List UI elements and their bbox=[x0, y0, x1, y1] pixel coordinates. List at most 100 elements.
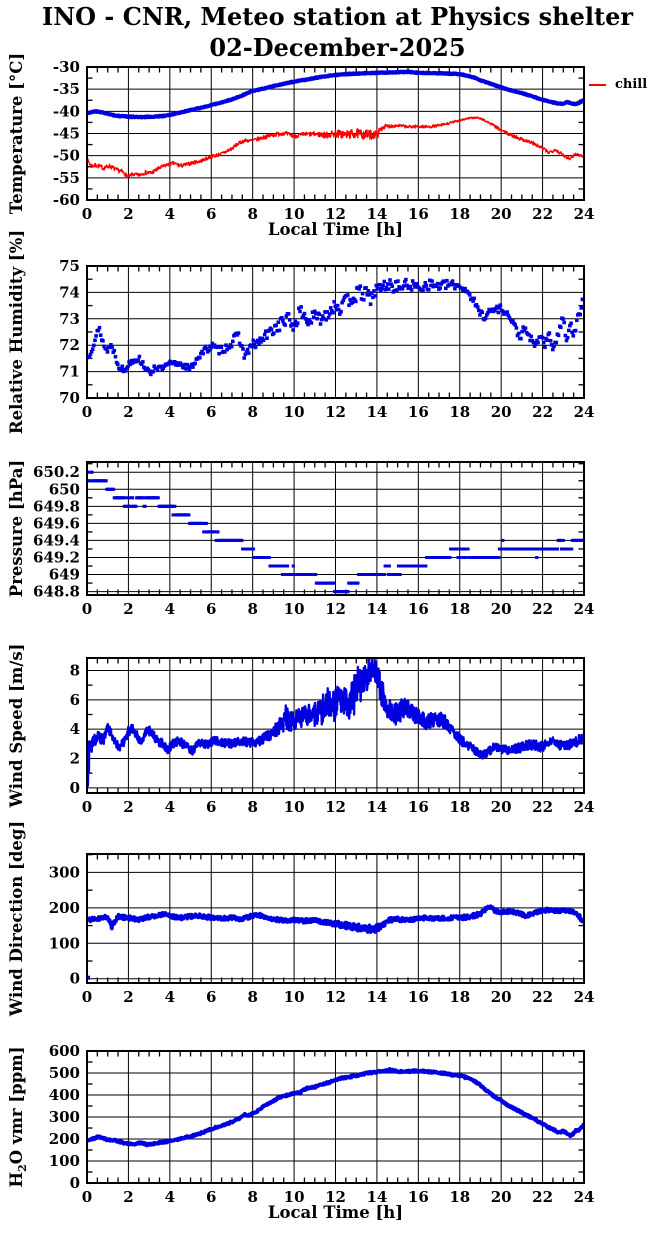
x-tick-label: 6 bbox=[206, 988, 216, 1006]
x-tick-label: 8 bbox=[247, 600, 257, 618]
y-tick-label: 500 bbox=[49, 1064, 80, 1082]
x-tick-label: 8 bbox=[247, 1188, 257, 1206]
x-tick-label: 2 bbox=[123, 798, 133, 816]
y-tick-label: 2 bbox=[70, 750, 80, 768]
y-axis-title: Temperature [°C] bbox=[7, 53, 26, 214]
chill-line-swatch bbox=[589, 83, 606, 86]
x-tick-label: 12 bbox=[325, 600, 346, 618]
y-tick-label: 8 bbox=[70, 661, 80, 679]
chart-temperature: -30-35-40-45-50-55-600 2 4 6 8 10 12 14 16 18 20 22… bbox=[7, 53, 594, 239]
series-wind-direction-zero-sample bbox=[87, 975, 90, 980]
x-tick-label: 24 bbox=[574, 600, 595, 618]
y-tick-label: 100 bbox=[49, 934, 80, 952]
x-tick-label: 4 bbox=[165, 988, 175, 1006]
y-tick-label: 650.2 bbox=[33, 463, 80, 481]
x-tick-label: 4 bbox=[165, 403, 175, 421]
legend-chill: chill bbox=[589, 77, 647, 92]
x-tick-label: 8 bbox=[247, 798, 257, 816]
x-tick-label: 12 bbox=[325, 1188, 346, 1206]
x-axis-title: Local Time [h] bbox=[268, 220, 403, 239]
y-tick-label: 200 bbox=[49, 1130, 80, 1148]
x-tick-label: 18 bbox=[449, 403, 470, 421]
x-tick-label: 6 bbox=[206, 403, 216, 421]
x-tick-label: 18 bbox=[449, 798, 470, 816]
y-tick-label: 70 bbox=[59, 389, 80, 407]
x-tick-label: 2 bbox=[123, 403, 133, 421]
x-tick-label: 16 bbox=[408, 798, 429, 816]
x-tick-label: 2 bbox=[123, 988, 133, 1006]
x-tick-label: 16 bbox=[408, 403, 429, 421]
x-tick-label: 0 bbox=[82, 403, 92, 421]
legend-label: chill bbox=[615, 77, 648, 92]
y-tick-label: 300 bbox=[49, 863, 80, 881]
plot-frame bbox=[86, 1050, 585, 1184]
x-tick-label: 14 bbox=[366, 988, 387, 1006]
x-axis-title: Local Time [h] bbox=[268, 1203, 403, 1222]
y-tick-label: 72 bbox=[59, 336, 80, 354]
y-axis-title: Wind Direction [deg] bbox=[7, 821, 26, 1017]
x-tick-label: 20 bbox=[491, 205, 512, 223]
x-tick-label: 8 bbox=[247, 403, 257, 421]
x-tick-label: 12 bbox=[325, 205, 346, 223]
x-tick-label: 10 bbox=[284, 205, 305, 223]
x-tick-label: 6 bbox=[206, 1188, 216, 1206]
plot-frame bbox=[86, 657, 585, 794]
y-tick-label: 0 bbox=[70, 970, 80, 988]
x-tick-label: 2 bbox=[123, 1188, 133, 1206]
x-tick-label: 4 bbox=[165, 205, 175, 223]
x-tick-label: 0 bbox=[82, 1188, 92, 1206]
x-tick-label: 22 bbox=[532, 205, 553, 223]
x-tick-label: 14 bbox=[366, 403, 387, 421]
x-tick-label: 4 bbox=[165, 1188, 175, 1206]
x-tick-label: 14 bbox=[366, 798, 387, 816]
x-tick-label: 18 bbox=[449, 600, 470, 618]
x-tick-label: 6 bbox=[206, 600, 216, 618]
y-tick-label: -60 bbox=[53, 191, 80, 209]
x-tick-label: 14 bbox=[366, 600, 387, 618]
y-tick-label: -35 bbox=[53, 80, 80, 98]
series-wind-chill bbox=[87, 116, 584, 179]
y-tick-label: 100 bbox=[49, 1152, 80, 1170]
x-tick-label: 2 bbox=[123, 600, 133, 618]
y-tick-label: 600 bbox=[49, 1042, 80, 1060]
page-subtitle-date: 02-December-2025 bbox=[209, 33, 466, 62]
series-air-temperature bbox=[87, 69, 584, 120]
y-tick-label: -30 bbox=[53, 58, 80, 76]
page-header: INO - CNR, Meteo station at Physics shel… bbox=[20, 1, 655, 63]
x-tick-label: 4 bbox=[165, 798, 175, 816]
plot-frame bbox=[86, 265, 585, 399]
x-tick-label: 20 bbox=[491, 988, 512, 1006]
y-tick-label: 300 bbox=[49, 1108, 80, 1126]
y-tick-label: 648.8 bbox=[33, 583, 80, 601]
x-tick-label: 10 bbox=[284, 600, 305, 618]
x-tick-label: 0 bbox=[82, 205, 92, 223]
x-tick-label: 2 bbox=[123, 205, 133, 223]
series-wind-speed bbox=[87, 658, 584, 787]
y-axis-title: H2O vmr [ppm] bbox=[7, 1047, 29, 1188]
plot-frame bbox=[86, 853, 585, 984]
x-tick-label: 14 bbox=[366, 205, 387, 223]
y-tick-label: -55 bbox=[53, 169, 80, 187]
x-tick-label: 18 bbox=[449, 205, 470, 223]
x-tick-label: 24 bbox=[574, 1188, 595, 1206]
x-tick-label: 10 bbox=[284, 1188, 305, 1206]
y-axis-title: Relative Humidity [%] bbox=[7, 230, 26, 434]
x-tick-label: 22 bbox=[532, 600, 553, 618]
x-tick-label: 10 bbox=[284, 988, 305, 1006]
x-tick-label: 16 bbox=[408, 600, 429, 618]
y-tick-label: 73 bbox=[59, 310, 80, 328]
x-tick-label: 18 bbox=[449, 1188, 470, 1206]
x-tick-label: 22 bbox=[532, 403, 553, 421]
x-tick-label: 10 bbox=[284, 798, 305, 816]
y-tick-label: 649.6 bbox=[33, 514, 80, 532]
x-tick-label: 24 bbox=[574, 988, 595, 1006]
x-tick-label: 20 bbox=[491, 403, 512, 421]
series-relative-humidity bbox=[87, 277, 584, 377]
x-tick-label: 16 bbox=[408, 205, 429, 223]
